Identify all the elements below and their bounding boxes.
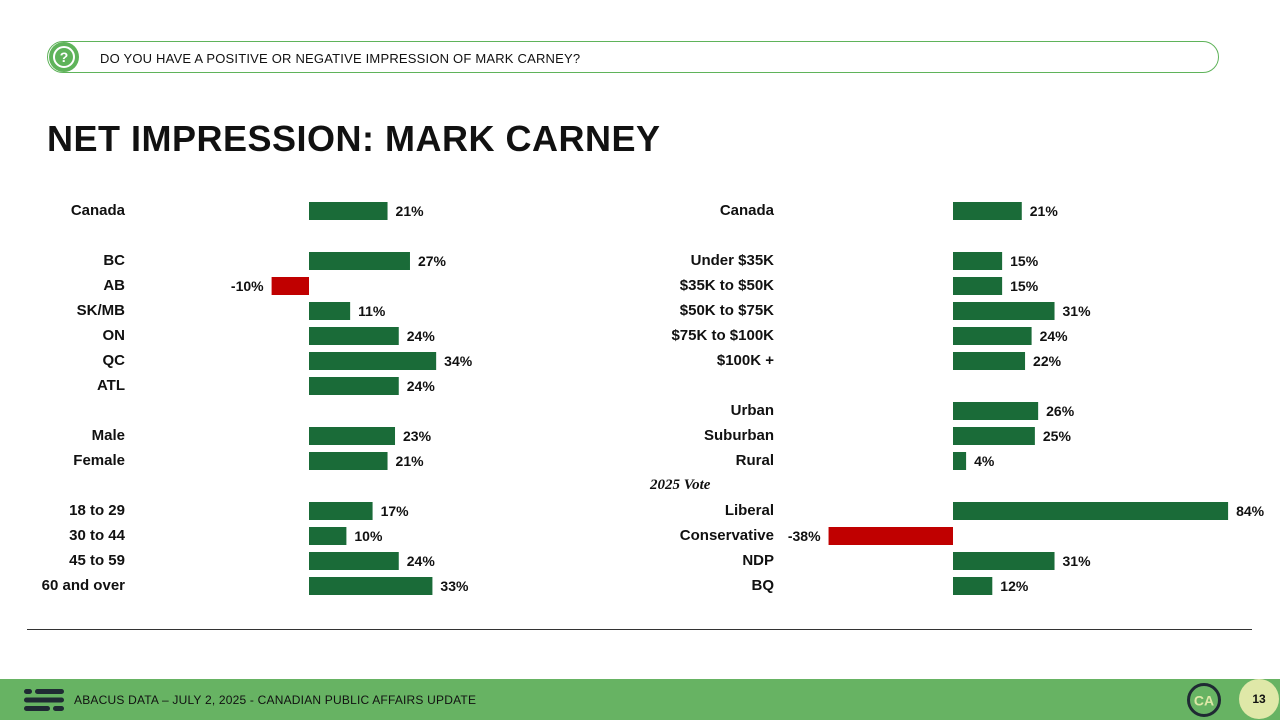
category-label: QC	[103, 352, 126, 369]
footer-source: ABACUS DATA – JULY 2, 2025 - CANADIAN PU…	[74, 693, 477, 707]
data-label: 25%	[1043, 428, 1072, 444]
question-text: DO YOU HAVE A POSITIVE OR NEGATIVE IMPRE…	[100, 51, 581, 66]
data-label: 10%	[354, 528, 383, 544]
bar	[953, 277, 1003, 295]
category-label: $35K to $50K	[680, 277, 774, 294]
ca-badge-text: CA	[1194, 693, 1214, 709]
category-label: $75K to $100K	[671, 327, 774, 344]
data-label: 12%	[1000, 578, 1029, 594]
category-label: Liberal	[725, 502, 774, 519]
bar	[309, 252, 410, 270]
divider	[27, 629, 1252, 630]
footer: ABACUS DATA – JULY 2, 2025 - CANADIAN PU…	[0, 679, 1280, 720]
data-label: 34%	[444, 353, 473, 369]
bar	[953, 577, 993, 595]
data-label: 21%	[396, 203, 425, 219]
data-label: 27%	[418, 253, 447, 269]
category-label: Female	[73, 452, 125, 469]
bar	[309, 552, 399, 570]
data-label: 15%	[1010, 278, 1039, 294]
category-label: 30 to 44	[69, 527, 126, 544]
bar	[309, 452, 388, 470]
bar	[953, 402, 1039, 420]
category-label: ATL	[97, 377, 125, 394]
category-label: Under $35K	[691, 252, 775, 269]
bar	[953, 552, 1055, 570]
data-label: -38%	[788, 528, 821, 544]
data-label: 21%	[396, 453, 425, 469]
category-label: ON	[103, 327, 126, 344]
data-label: 22%	[1033, 353, 1062, 369]
data-label: 33%	[440, 578, 469, 594]
category-label: $100K +	[717, 352, 774, 369]
bar	[309, 577, 433, 595]
bar	[309, 377, 399, 395]
data-label: 84%	[1236, 503, 1265, 519]
category-label: NDP	[742, 552, 774, 569]
category-label: Rural	[736, 452, 774, 469]
bar	[309, 352, 437, 370]
bar	[309, 327, 399, 345]
bar	[953, 202, 1022, 220]
ca-badge-icon: CA	[1187, 683, 1221, 717]
bar	[271, 277, 309, 295]
data-label: 26%	[1046, 403, 1075, 419]
data-label: 31%	[1063, 553, 1092, 569]
page-number: 13	[1239, 679, 1279, 719]
bar	[309, 502, 373, 520]
page-title: NET IMPRESSION: MARK CARNEY	[47, 118, 661, 159]
data-label: 24%	[407, 553, 436, 569]
bar	[953, 452, 967, 470]
bar	[309, 302, 351, 320]
category-label: 45 to 59	[69, 552, 125, 569]
category-label: BC	[103, 252, 125, 269]
category-label: SK/MB	[77, 302, 126, 319]
bar	[953, 327, 1032, 345]
question-icon: ?	[49, 42, 79, 72]
category-label: Canada	[71, 202, 126, 219]
bar	[953, 502, 1229, 520]
data-label: 24%	[407, 378, 436, 394]
category-label: Suburban	[704, 427, 774, 444]
data-label: 31%	[1063, 303, 1092, 319]
bar	[953, 352, 1026, 370]
bar	[309, 202, 388, 220]
bar	[953, 302, 1055, 320]
bar	[953, 427, 1035, 445]
data-label: 17%	[381, 503, 410, 519]
data-label: 11%	[358, 303, 386, 319]
abacus-logo-icon	[24, 689, 64, 711]
data-label: -10%	[231, 278, 264, 294]
bar	[309, 427, 396, 445]
category-label: BQ	[752, 577, 775, 594]
data-label: 15%	[1010, 253, 1039, 269]
data-label: 24%	[1040, 328, 1069, 344]
data-label: 21%	[1030, 203, 1059, 219]
category-label: 18 to 29	[69, 502, 125, 519]
bar	[828, 527, 953, 545]
bar	[953, 252, 1003, 270]
data-label: 23%	[403, 428, 432, 444]
data-label: 24%	[407, 328, 436, 344]
category-label: Canada	[720, 202, 775, 219]
bar	[309, 527, 347, 545]
group-label: 2025 Vote	[649, 477, 711, 493]
category-label: $50K to $75K	[680, 302, 774, 319]
svg-text:?: ?	[60, 49, 69, 65]
category-label: Conservative	[680, 527, 774, 544]
category-label: 60 and over	[42, 577, 126, 594]
category-label: Male	[92, 427, 125, 444]
question-banner: ? DO YOU HAVE A POSITIVE OR NEGATIVE IMP…	[47, 41, 1219, 73]
category-label: Urban	[731, 402, 774, 419]
category-label: AB	[103, 277, 125, 294]
data-label: 4%	[974, 453, 995, 469]
